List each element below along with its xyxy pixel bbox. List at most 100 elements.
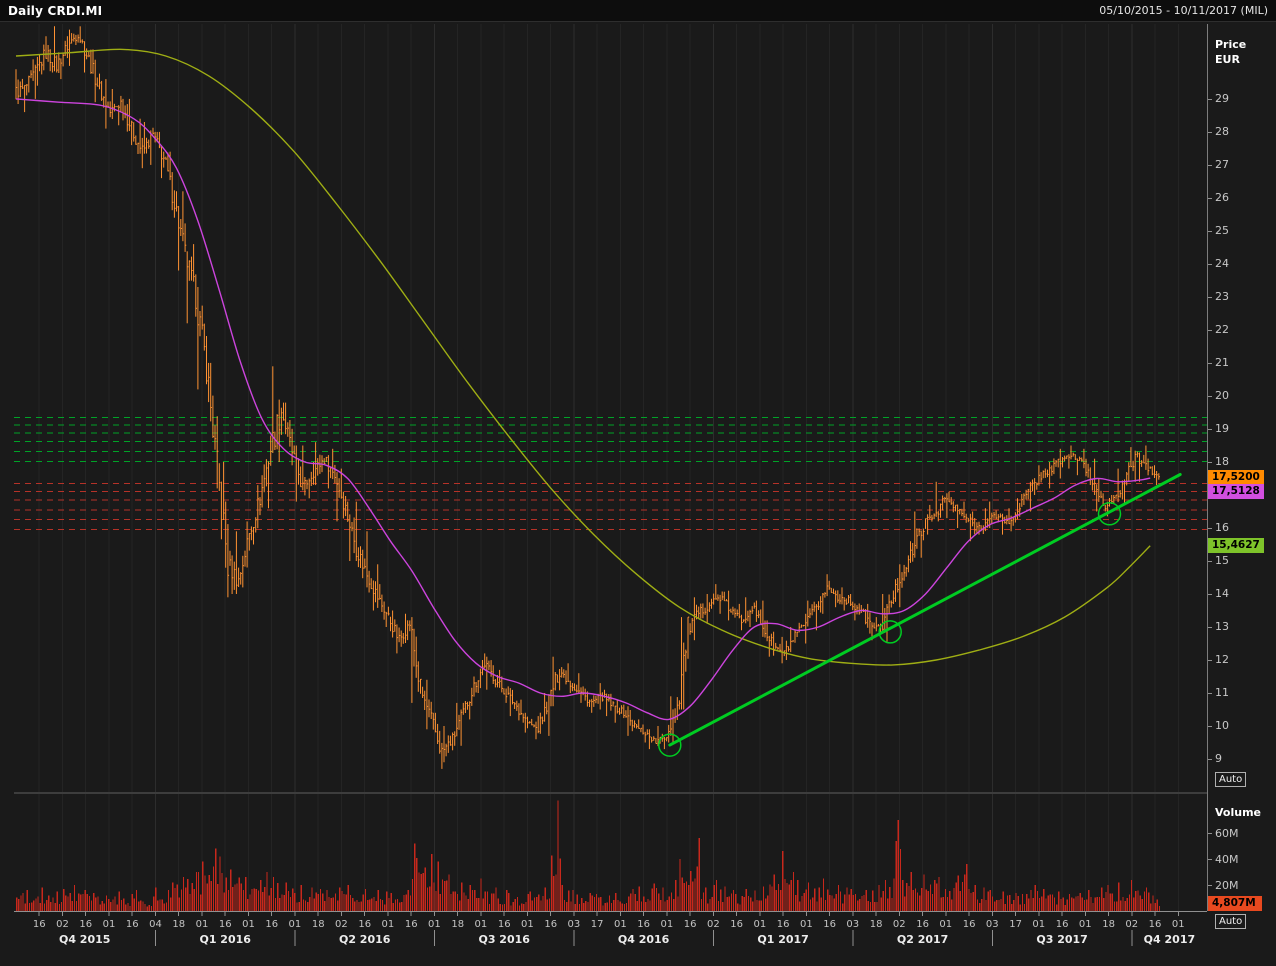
volume-tick-label: 60M: [1215, 827, 1239, 840]
svg-text:Q2 2017: Q2 2017: [897, 933, 948, 946]
volume-tick-label: 40M: [1215, 853, 1239, 866]
price-tick-label: 20: [1215, 388, 1229, 402]
svg-text:01: 01: [754, 919, 767, 930]
svg-text:18: 18: [1102, 919, 1115, 930]
svg-text:01: 01: [382, 919, 395, 930]
svg-text:02: 02: [335, 919, 348, 930]
grid-lines-volume: [38, 794, 1179, 911]
svg-text:16: 16: [126, 919, 139, 930]
price-tick-label: 14: [1215, 586, 1229, 600]
svg-text:01: 01: [475, 919, 488, 930]
svg-text:16: 16: [79, 919, 92, 930]
volume-chart[interactable]: [14, 794, 1207, 911]
support-lines: [14, 482, 1207, 531]
svg-text:16: 16: [777, 919, 790, 930]
svg-text:01: 01: [1032, 919, 1045, 930]
price-tick-mark: [1208, 198, 1212, 199]
trend-line[interactable]: [658, 473, 1182, 757]
fast-ma-line: [15, 98, 1151, 721]
quarter-tick-marks: [155, 930, 1133, 946]
date-range-label: 05/10/2015 - 10/11/2017 (MIL): [1099, 4, 1268, 17]
svg-text:03: 03: [568, 919, 581, 930]
svg-text:Q1 2017: Q1 2017: [757, 933, 808, 946]
svg-text:16: 16: [730, 919, 743, 930]
price-axis-unit: EUR: [1215, 53, 1240, 66]
price-tick-mark: [1208, 627, 1212, 628]
price-tick-mark: [1208, 462, 1212, 463]
svg-text:Q2 2016: Q2 2016: [339, 933, 391, 946]
volume-tick-label: 20M: [1215, 879, 1239, 892]
price-tick-label: 27: [1215, 157, 1229, 171]
price-tick-mark: [1208, 396, 1212, 397]
price-tick-mark: [1208, 660, 1212, 661]
svg-text:04: 04: [149, 919, 162, 930]
price-axis[interactable]: Price EUR 29 28 27 26 25 24 23 22 21 20 19 18 16 15 14…: [1208, 24, 1276, 964]
svg-text:16: 16: [684, 919, 697, 930]
price-tick-mark: [1208, 231, 1212, 232]
svg-text:17: 17: [1009, 919, 1022, 930]
price-tick-mark: [1208, 594, 1212, 595]
price-tick-mark: [1208, 363, 1212, 364]
svg-text:Q1 2016: Q1 2016: [199, 933, 251, 946]
svg-text:01: 01: [800, 919, 813, 930]
volume-tick-mark: [1208, 833, 1212, 834]
svg-text:01: 01: [939, 919, 952, 930]
svg-text:18: 18: [172, 919, 185, 930]
price-tick-mark: [1208, 726, 1212, 727]
pane-separator[interactable]: [14, 792, 1208, 794]
svg-text:16: 16: [498, 919, 511, 930]
price-tick-label: 25: [1215, 223, 1229, 237]
svg-text:Q4 2016: Q4 2016: [618, 933, 670, 946]
svg-text:18: 18: [870, 919, 883, 930]
price-chart[interactable]: [14, 24, 1207, 792]
volume-tick-mark: [1208, 885, 1212, 886]
volume-scale-auto-button[interactable]: Auto: [1215, 914, 1247, 929]
svg-text:01: 01: [242, 919, 255, 930]
svg-text:16: 16: [544, 919, 557, 930]
price-tick-label: 10: [1215, 718, 1229, 732]
svg-text:01: 01: [1172, 919, 1185, 930]
svg-text:01: 01: [196, 919, 209, 930]
svg-text:02: 02: [893, 919, 906, 930]
price-scale-auto-button[interactable]: Auto: [1215, 772, 1247, 787]
price-tick-mark: [1208, 528, 1212, 529]
svg-text:02: 02: [1125, 919, 1138, 930]
price-tick-mark: [1208, 297, 1212, 298]
price-tick-label: 12: [1215, 652, 1229, 666]
price-tick-label: 26: [1215, 190, 1229, 204]
price-tick-mark: [1208, 693, 1212, 694]
svg-text:16: 16: [916, 919, 929, 930]
volume-badge: 4,807M: [1208, 896, 1262, 911]
price-tick-label: 28: [1215, 124, 1229, 138]
chart-title: Daily CRDI.MI: [8, 3, 103, 18]
svg-text:02: 02: [707, 919, 720, 930]
price-tick-label: 11: [1215, 685, 1229, 699]
grid-lines: [38, 24, 1179, 792]
price-tick-label: 23: [1215, 289, 1229, 303]
svg-text:01: 01: [289, 919, 302, 930]
fast-ma-value-badge: 17,5128: [1208, 484, 1264, 499]
last-price-badge: 17,5200: [1208, 470, 1264, 485]
svg-text:01: 01: [1079, 919, 1092, 930]
svg-text:Q3 2016: Q3 2016: [478, 933, 530, 946]
svg-text:01: 01: [428, 919, 441, 930]
svg-text:03: 03: [986, 919, 999, 930]
svg-text:16: 16: [265, 919, 278, 930]
svg-text:03: 03: [846, 919, 859, 930]
price-tick-label: 9: [1215, 751, 1222, 765]
price-tick-label: 24: [1215, 256, 1229, 270]
price-tick-mark: [1208, 264, 1212, 265]
svg-text:16: 16: [637, 919, 650, 930]
price-tick-mark: [1208, 561, 1212, 562]
resistance-lines: [14, 416, 1207, 462]
price-tick-mark: [1208, 429, 1212, 430]
svg-text:18: 18: [451, 919, 464, 930]
svg-text:18: 18: [312, 919, 325, 930]
chart-header: Daily CRDI.MI 05/10/2015 - 10/11/2017 (M…: [0, 0, 1276, 22]
price-tick-label: 22: [1215, 322, 1229, 336]
svg-text:Q4 2017: Q4 2017: [1144, 933, 1195, 946]
volume-chart-canvas[interactable]: [14, 794, 1207, 911]
x-tick-marks: [38, 912, 1179, 916]
price-chart-canvas[interactable]: [14, 24, 1207, 792]
